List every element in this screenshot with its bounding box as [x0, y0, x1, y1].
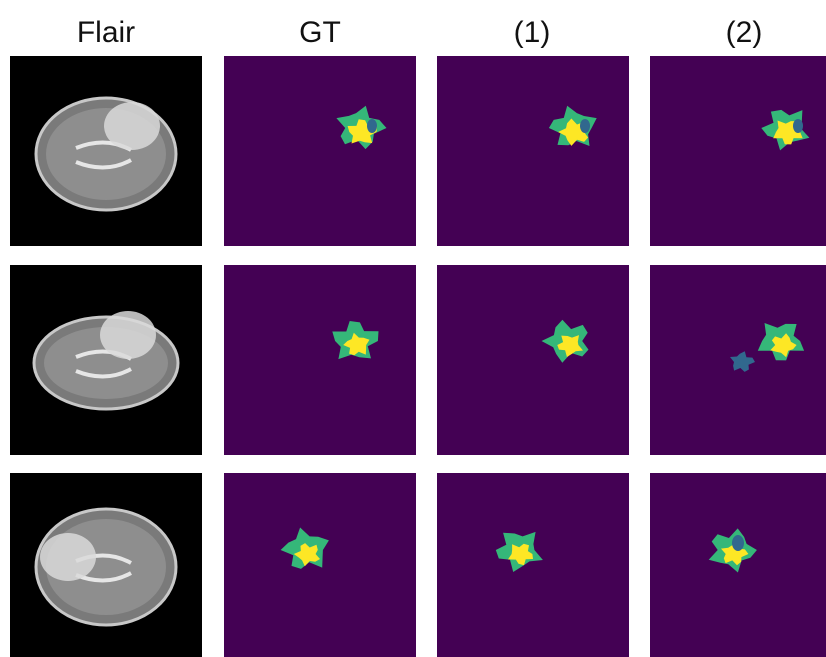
segmentation-map	[437, 56, 629, 246]
column-header: (2)	[726, 16, 763, 49]
column-header: Flair	[77, 16, 135, 49]
lesion	[104, 102, 160, 150]
image-background	[224, 56, 416, 246]
image-background	[224, 265, 416, 455]
segment-region	[732, 535, 744, 551]
segmentation-map	[224, 265, 416, 455]
mri-image	[10, 473, 202, 657]
segmentation-map	[650, 473, 826, 657]
segment-region	[580, 119, 590, 133]
segmentation-map	[437, 265, 629, 455]
figure: Flair GT (1) (2)	[0, 0, 826, 657]
segmentation-map	[224, 56, 416, 246]
lesion	[100, 311, 156, 359]
segmentation-map	[650, 265, 826, 455]
image-background	[437, 265, 629, 455]
segment-region	[793, 119, 803, 133]
mri-image	[10, 265, 202, 455]
image-background	[437, 473, 629, 657]
image-background	[437, 56, 629, 246]
segmentation-map	[650, 56, 826, 246]
lesion	[40, 533, 96, 581]
column-header: (1)	[514, 16, 551, 49]
segmentation-map	[224, 473, 416, 657]
mri-image	[10, 56, 202, 246]
segmentation-map	[437, 473, 629, 657]
segment-region	[367, 119, 377, 133]
column-header: GT	[299, 16, 341, 49]
image-background	[650, 56, 826, 246]
